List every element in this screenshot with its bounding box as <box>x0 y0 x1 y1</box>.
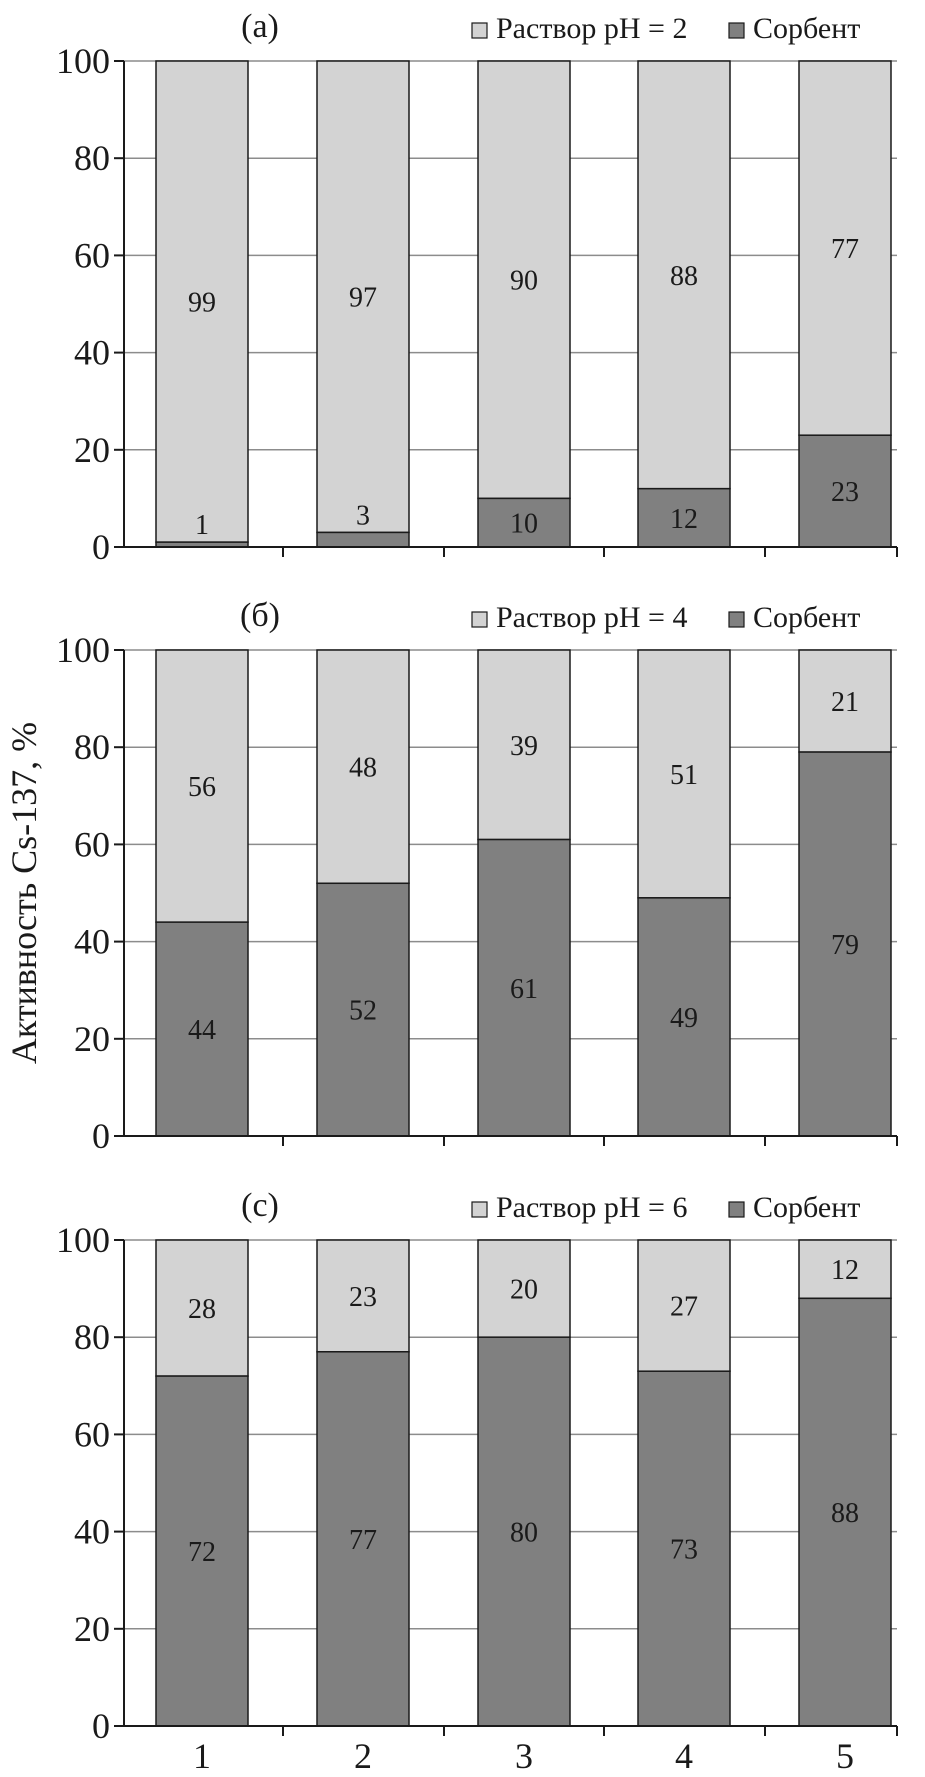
data-label-solution: 20 <box>510 1275 538 1306</box>
bar-sorbent-1 <box>155 921 249 1137</box>
data-label-sorbent: 49 <box>670 1003 698 1034</box>
y-tick-label: 0 <box>92 527 110 567</box>
data-label-sorbent: 88 <box>831 1498 859 1529</box>
bar-sorbent-5 <box>798 434 892 548</box>
y-tick-label: 40 <box>74 922 110 962</box>
x-tick-label: 4 <box>675 1736 693 1776</box>
y-tick-label: 20 <box>74 1609 110 1649</box>
bar-solution-5 <box>798 1239 892 1300</box>
y-tick-label: 20 <box>74 430 110 470</box>
panel-label: (б) <box>240 597 280 634</box>
data-label-sorbent: 3 <box>356 500 370 531</box>
data-label-sorbent: 12 <box>670 504 698 535</box>
y-tick-label: 0 <box>92 1116 110 1156</box>
bar-sorbent-4 <box>637 1370 731 1727</box>
bar-sorbent-4 <box>637 487 731 548</box>
y-tick-label: 40 <box>74 1512 110 1552</box>
data-label-solution: 23 <box>349 1282 377 1313</box>
y-tick-label: 60 <box>74 824 110 864</box>
data-label-sorbent: 72 <box>188 1537 216 1568</box>
bar-sorbent-3 <box>477 1336 571 1727</box>
y-tick-label: 20 <box>74 1019 110 1059</box>
y-tick-label: 80 <box>74 1317 110 1357</box>
y-tick-label: 60 <box>74 235 110 275</box>
data-label-solution: 56 <box>188 772 216 803</box>
bar-solution-3 <box>477 60 571 500</box>
data-label-solution: 90 <box>510 266 538 297</box>
bar-sorbent-3 <box>477 838 571 1137</box>
bar-solution-1 <box>155 1239 249 1377</box>
y-tick-label: 40 <box>74 333 110 373</box>
bar-sorbent-5 <box>798 751 892 1137</box>
data-label-sorbent: 52 <box>349 996 377 1027</box>
data-label-solution: 28 <box>188 1294 216 1325</box>
legend-label-solution: Раствор pH = 4 <box>496 601 687 634</box>
x-tick-label: 3 <box>515 1736 533 1776</box>
bar-solution-2 <box>316 649 410 885</box>
data-label-sorbent: 61 <box>510 974 538 1005</box>
data-label-sorbent: 80 <box>510 1518 538 1549</box>
y-tick-label: 100 <box>56 41 110 81</box>
data-label-sorbent: 23 <box>831 477 859 508</box>
data-label-sorbent: 10 <box>510 509 538 540</box>
panel-label: (c) <box>241 1187 279 1224</box>
data-label-solution: 51 <box>670 760 698 791</box>
bar-solution-1 <box>155 60 249 543</box>
data-label-solution: 77 <box>831 234 859 265</box>
legend-label-sorbent: Сорбент <box>753 601 860 634</box>
data-label-sorbent: 79 <box>831 930 859 961</box>
data-label-solution: 99 <box>188 288 216 319</box>
bar-solution-3 <box>477 649 571 841</box>
bar-solution-4 <box>637 60 731 490</box>
bar-solution-5 <box>798 649 892 753</box>
x-tick-label: 1 <box>193 1736 211 1776</box>
data-label-solution: 12 <box>831 1255 859 1286</box>
data-label-solution: 27 <box>670 1292 698 1323</box>
y-tick-label: 80 <box>74 138 110 178</box>
bar-solution-4 <box>637 649 731 899</box>
y-axis-label: Активность Cs-137, % <box>4 722 44 1064</box>
y-tick-label: 100 <box>56 630 110 670</box>
legend-label-solution: Раствор pH = 2 <box>496 12 687 45</box>
legend-swatch-solution <box>471 611 488 628</box>
bar-sorbent-4 <box>637 897 731 1137</box>
data-label-sorbent: 1 <box>195 510 209 541</box>
data-label-solution: 39 <box>510 731 538 762</box>
bar-sorbent-2 <box>316 882 410 1137</box>
data-label-sorbent: 44 <box>188 1015 216 1046</box>
y-tick-label: 60 <box>74 1414 110 1454</box>
data-label-solution: 97 <box>349 283 377 314</box>
bar-sorbent-3 <box>477 497 571 548</box>
data-label-solution: 48 <box>349 753 377 784</box>
bar-sorbent-2 <box>316 531 410 548</box>
data-label-sorbent: 77 <box>349 1525 377 1556</box>
legend-swatch-sorbent <box>728 1201 745 1218</box>
legend-swatch-sorbent <box>728 22 745 39</box>
y-tick-label: 80 <box>74 727 110 767</box>
legend-swatch-solution <box>471 22 488 39</box>
legend-swatch-solution <box>471 1201 488 1218</box>
bar-solution-4 <box>637 1239 731 1372</box>
data-label-solution: 88 <box>670 261 698 292</box>
bar-sorbent-5 <box>798 1297 892 1727</box>
legend-label-sorbent: Сорбент <box>753 12 860 45</box>
data-label-sorbent: 73 <box>670 1535 698 1566</box>
panel-1: 99 1 97 3 90 10 88 12 77 23 0 20 40 60 80 100 (a) Раствор… <box>56 8 898 567</box>
legend-swatch-sorbent <box>728 611 745 628</box>
y-tick-label: 100 <box>56 1220 110 1260</box>
panel-label: (a) <box>241 8 279 45</box>
data-label-solution: 21 <box>831 687 859 718</box>
x-tick-label: 2 <box>354 1736 372 1776</box>
panel-2: 56 44 48 52 39 61 51 49 21 79 0 20 40 60 80 100 (б) Раств… <box>56 597 898 1156</box>
bar-solution-1 <box>155 649 249 923</box>
y-tick-label: 0 <box>92 1706 110 1746</box>
legend-label-solution: Раствор pH = 6 <box>496 1191 687 1224</box>
bar-solution-5 <box>798 60 892 436</box>
x-tick-label: 5 <box>836 1736 854 1776</box>
bar-solution-2 <box>316 60 410 534</box>
legend-label-sorbent: Сорбент <box>753 1191 860 1224</box>
bar-solution-2 <box>316 1239 410 1353</box>
